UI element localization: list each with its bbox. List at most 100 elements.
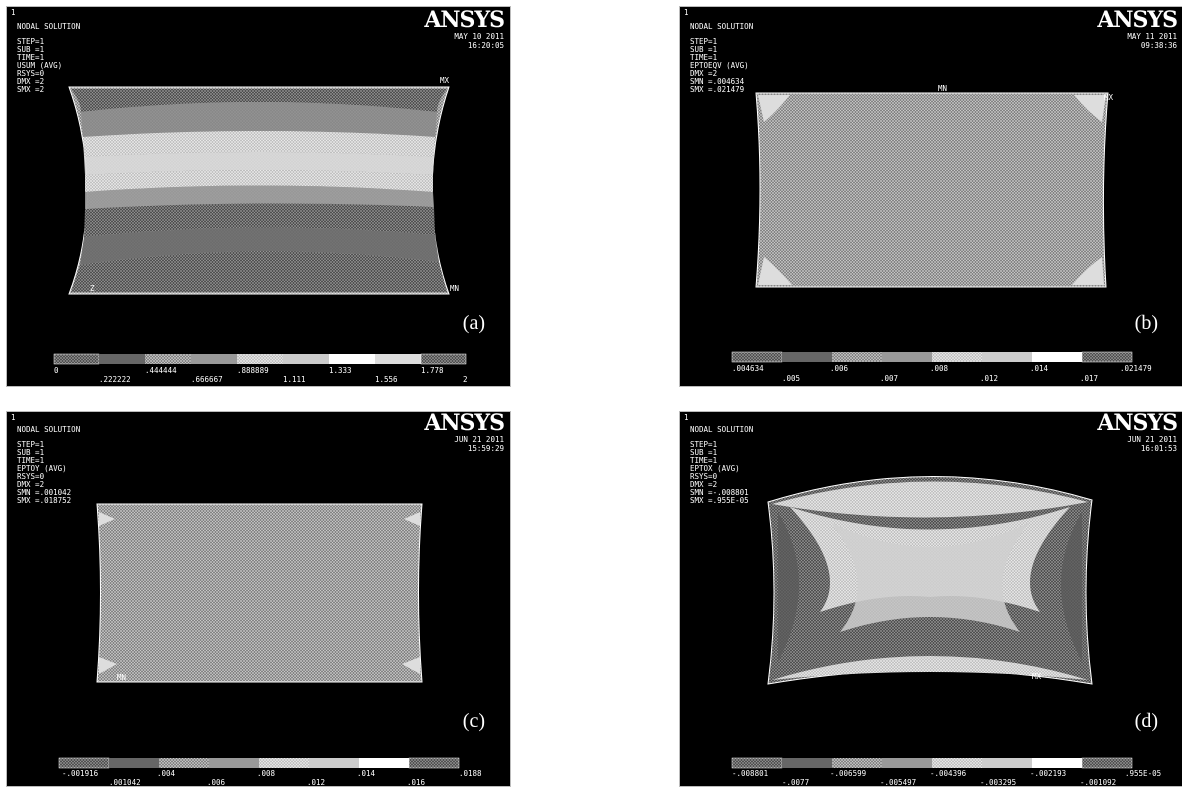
color-legend — [53, 353, 467, 365]
legend-value: 1.111 — [283, 375, 306, 384]
info-line: TIME=1 — [690, 456, 717, 465]
legend-value: .004634 — [732, 364, 764, 373]
ansys-logo: ANSYS — [1096, 412, 1177, 436]
panel-b-canvas: 1 NODAL SOLUTION STEP=1 SUB =1 TIME=1 EP… — [684, 7, 1178, 383]
panel-d-canvas: 1 NODAL SOLUTION STEP=1 SUB =1 TIME=1 EP… — [684, 412, 1178, 787]
panel-header: NODAL SOLUTION — [690, 425, 753, 434]
plot-time: 16:01:53 — [1141, 444, 1177, 453]
legend-value: .012 — [980, 374, 998, 383]
color-legend — [58, 757, 460, 769]
plot-panel-a: 1 NODAL SOLUTION STEP=1 SUB =1 TIME=1 US… — [6, 6, 511, 387]
legend-value: 2 — [463, 375, 468, 384]
mesh-marker: MN — [938, 84, 947, 93]
info-line: DMX =2 — [17, 480, 44, 489]
legend-value: .222222 — [99, 375, 131, 384]
mesh-marker: MX — [440, 76, 450, 85]
mesh-marker: MX — [1032, 672, 1042, 681]
info-line: RSYS=0 — [17, 69, 45, 78]
panel-a-canvas: 1 NODAL SOLUTION STEP=1 SUB =1 TIME=1 US… — [11, 7, 505, 384]
legend-value: -.004396 — [930, 769, 967, 778]
plot-date: MAY 10 2011 — [454, 32, 504, 41]
mesh-marker: MN — [117, 673, 126, 682]
plot-date: MAY 11 2011 — [1127, 32, 1177, 41]
panel-c-canvas: 1 NODAL SOLUTION STEP=1 SUB =1 TIME=1 EP… — [11, 412, 505, 787]
info-line: SMX =.018752 — [17, 496, 71, 505]
info-line: RSYS=0 — [690, 472, 718, 481]
legend-value: .888889 — [237, 366, 269, 375]
legend-value: .006 — [207, 778, 226, 787]
corner-marker: 1 — [684, 413, 689, 422]
legend-value: .008 — [930, 364, 949, 373]
info-line: DMX =2 — [690, 480, 717, 489]
legend-value: -.005497 — [880, 778, 916, 787]
ansys-logo: ANSYS — [423, 7, 504, 33]
legend-value: .008 — [257, 769, 276, 778]
info-line: EPTOX (AVG) — [690, 464, 740, 473]
legend-value: .017 — [1080, 374, 1098, 383]
plot-panel-d: 1 NODAL SOLUTION STEP=1 SUB =1 TIME=1 EP… — [679, 411, 1182, 787]
legend-value: 1.778 — [421, 366, 444, 375]
plot-time: 16:20:05 — [468, 41, 504, 50]
legend-value: 1.556 — [375, 375, 398, 384]
legend-value: 0 — [54, 366, 59, 375]
legend-value: .001042 — [109, 778, 141, 787]
panel-header: NODAL SOLUTION — [17, 425, 80, 434]
legend-value: .005 — [782, 374, 800, 383]
plot-panel-b: 1 NODAL SOLUTION STEP=1 SUB =1 TIME=1 EP… — [679, 6, 1182, 387]
subfigure-label: (c) — [463, 710, 485, 732]
info-line: SUB =1 — [690, 45, 717, 54]
subfigure-label: (b) — [1135, 312, 1158, 334]
legend-value: .004 — [157, 769, 176, 778]
plot-time: 15:59:29 — [468, 444, 504, 453]
legend-value: .955E-05 — [1125, 769, 1161, 778]
mesh-marker: MX — [1104, 93, 1114, 102]
info-line: SMX =2 — [17, 85, 44, 94]
contour-plot — [96, 503, 423, 683]
info-line: SUB =1 — [17, 45, 44, 54]
info-line: TIME=1 — [17, 53, 44, 62]
panel-header: NODAL SOLUTION — [17, 22, 80, 31]
ansys-logo: ANSYS — [423, 412, 504, 436]
legend-value: -.003295 — [980, 778, 1016, 787]
info-block: STEP=1 SUB =1 TIME=1 EPTOY (AVG) RSYS=0 … — [17, 440, 71, 505]
info-line: SUB =1 — [17, 448, 44, 457]
legend-value: .014 — [1030, 364, 1049, 373]
color-legend — [731, 757, 1133, 769]
corner-marker: 1 — [11, 413, 16, 422]
subfigure-label: (d) — [1135, 710, 1158, 732]
legend-value: .007 — [880, 374, 898, 383]
legend-value: .016 — [407, 778, 426, 787]
info-block: STEP=1 SUB =1 TIME=1 EPTOX (AVG) RSYS=0 … — [690, 440, 749, 505]
legend-value: .666667 — [191, 375, 223, 384]
panel-header: NODAL SOLUTION — [690, 22, 753, 31]
legend-value: .006 — [830, 364, 849, 373]
info-line: STEP=1 — [17, 440, 44, 449]
info-line: STEP=1 — [690, 440, 717, 449]
legend-value: .021479 — [1120, 364, 1152, 373]
info-line: SMX =.021479 — [690, 85, 744, 94]
subfigure-label: (a) — [463, 312, 485, 334]
legend-value: -.0077 — [782, 778, 809, 787]
info-line: RSYS=0 — [17, 472, 45, 481]
plot-panel-c: 1 NODAL SOLUTION STEP=1 SUB =1 TIME=1 EP… — [6, 411, 511, 787]
info-line: SMX =.955E-05 — [690, 496, 749, 505]
legend-value: .012 — [307, 778, 325, 787]
plot-date: JUN 21 2011 — [1127, 435, 1177, 444]
mesh-marker: MN — [450, 284, 459, 293]
legend-value: .444444 — [145, 366, 177, 375]
mesh-marker: Z — [90, 284, 95, 293]
info-line: TIME=1 — [690, 53, 717, 62]
info-line: SMN =.001042 — [17, 488, 71, 497]
plot-time: 09:38:36 — [1141, 41, 1178, 50]
info-line: SMN =.004634 — [690, 77, 745, 86]
info-block: STEP=1 SUB =1 TIME=1 EPTOEQV (AVG) DMX =… — [690, 37, 749, 94]
info-line: SUB =1 — [690, 448, 717, 457]
legend-value: -.008801 — [732, 769, 768, 778]
color-legend — [731, 351, 1133, 363]
legend-value: -.006599 — [830, 769, 866, 778]
legend-value: .014 — [357, 769, 376, 778]
contour-plot — [755, 92, 1109, 288]
info-line: DMX =2 — [690, 69, 717, 78]
contour-plot — [68, 86, 450, 295]
info-line: EPTOEQV (AVG) — [690, 61, 749, 70]
